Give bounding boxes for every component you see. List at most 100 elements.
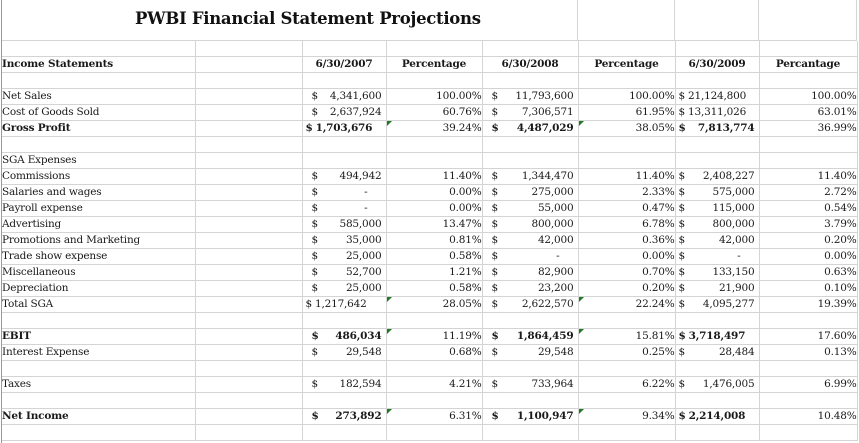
value-2007[interactable]: $35,000	[302, 232, 387, 249]
cell[interactable]	[386, 392, 483, 409]
value-2008[interactable]: $1,344,470	[482, 168, 579, 185]
pct-2009[interactable]: 11.40%	[759, 168, 858, 185]
pct-2008[interactable]: 11.40%	[578, 168, 676, 185]
cell[interactable]	[195, 376, 303, 393]
value-2009[interactable]: $2,214,008	[675, 408, 760, 425]
value-2007[interactable]: $585,000	[302, 216, 387, 233]
cell[interactable]	[302, 152, 387, 169]
pct-2007[interactable]: 0.58%	[386, 280, 483, 297]
cell[interactable]	[482, 136, 579, 153]
cell[interactable]	[302, 392, 387, 409]
value-2009[interactable]: $1,476,005	[675, 376, 760, 393]
row-label[interactable]: Advertising	[2, 216, 196, 233]
cell[interactable]	[195, 56, 303, 73]
pct-2008[interactable]: 2.33%	[578, 184, 676, 201]
pct-2007[interactable]: 0.58%	[386, 248, 483, 265]
pct-2008[interactable]: 15.81%	[578, 328, 676, 345]
cell[interactable]	[195, 200, 303, 217]
pct-2008[interactable]: 0.70%	[578, 264, 676, 281]
section-label[interactable]: SGA Expenses	[2, 152, 196, 169]
cell[interactable]	[195, 312, 303, 329]
cell[interactable]	[386, 72, 483, 89]
pct-2009[interactable]: 36.99%	[759, 120, 858, 137]
cell[interactable]	[675, 360, 760, 377]
cell[interactable]	[195, 232, 303, 249]
row-label[interactable]: Taxes	[2, 376, 196, 393]
cell[interactable]	[195, 168, 303, 185]
pct-2008[interactable]: 22.24%	[578, 296, 676, 313]
value-2009[interactable]: $575,000	[675, 184, 760, 201]
value-2009[interactable]: $21,124,800	[675, 88, 760, 105]
cell[interactable]	[195, 248, 303, 265]
value-2008[interactable]: $55,000	[482, 200, 579, 217]
cell[interactable]	[195, 41, 303, 57]
cell[interactable]	[759, 392, 858, 409]
value-2008[interactable]: $ -	[482, 248, 579, 265]
pct-2007[interactable]: 39.24%	[386, 120, 483, 137]
value-2007[interactable]: $494,942	[302, 168, 387, 185]
value-2007[interactable]: $273,892	[302, 408, 387, 425]
cell[interactable]	[195, 280, 303, 297]
cell[interactable]	[675, 424, 760, 441]
cell[interactable]	[578, 392, 676, 409]
cell[interactable]	[195, 120, 303, 137]
pct-2009[interactable]: 2.72%	[759, 184, 858, 201]
cell[interactable]	[759, 312, 858, 329]
cell[interactable]	[482, 312, 579, 329]
value-2009[interactable]: $42,000	[675, 232, 760, 249]
value-2007[interactable]: $2,637,924	[302, 104, 387, 121]
row-label[interactable]: Commissions	[2, 168, 196, 185]
cell[interactable]	[759, 72, 858, 89]
pct-2007[interactable]: 11.19%	[386, 328, 483, 345]
cell[interactable]	[759, 360, 858, 377]
cell[interactable]	[386, 424, 483, 441]
header-pct-2008[interactable]: Percentage	[578, 56, 676, 73]
cell[interactable]	[302, 72, 387, 89]
pct-2009[interactable]: 19.39%	[759, 296, 858, 313]
pct-2009[interactable]: 17.60%	[759, 328, 858, 345]
row-label[interactable]: Miscellaneous	[2, 264, 196, 281]
value-2009[interactable]: $28,484	[675, 344, 760, 361]
value-2009[interactable]: $115,000	[675, 200, 760, 217]
cell[interactable]	[482, 152, 579, 169]
pct-2008[interactable]: 9.34%	[578, 408, 676, 425]
cell[interactable]	[578, 41, 676, 57]
value-2007[interactable]: $486,034	[302, 328, 387, 345]
pct-2009[interactable]: 63.01%	[759, 104, 858, 121]
pct-2008[interactable]: 0.47%	[578, 200, 676, 217]
value-2008[interactable]: $800,000	[482, 216, 579, 233]
cell[interactable]	[195, 360, 303, 377]
cell[interactable]	[2, 136, 196, 153]
sheet-title[interactable]: PWBI Financial Statement Projections	[135, 9, 481, 28]
value-2007[interactable]: $182,594	[302, 376, 387, 393]
cell[interactable]	[759, 136, 858, 153]
value-2007[interactable]: $1,217,642	[302, 296, 387, 313]
value-2007[interactable]: $52,700	[302, 264, 387, 281]
cell[interactable]	[302, 41, 387, 57]
value-2009[interactable]: $ -	[675, 248, 760, 265]
cell[interactable]	[482, 41, 579, 57]
cell[interactable]	[195, 184, 303, 201]
row-label[interactable]: Payroll expense	[2, 200, 196, 217]
pct-2009[interactable]: 0.63%	[759, 264, 858, 281]
value-2009[interactable]: $2,408,227	[675, 168, 760, 185]
row-label[interactable]: Trade show expense	[2, 248, 196, 265]
header-2008[interactable]: 6/30/2008	[482, 56, 579, 73]
cell[interactable]	[482, 392, 579, 409]
header-2007[interactable]: 6/30/2007	[302, 56, 387, 73]
header-pct-2009[interactable]: Percantage	[759, 56, 858, 73]
cell[interactable]	[578, 360, 676, 377]
pct-2008[interactable]: 0.20%	[578, 280, 676, 297]
pct-2007[interactable]: 0.81%	[386, 232, 483, 249]
header-income-statements[interactable]: Income Statements	[2, 56, 196, 73]
pct-2007[interactable]: 60.76%	[386, 104, 483, 121]
cell[interactable]	[675, 312, 760, 329]
pct-2007[interactable]: 13.47%	[386, 216, 483, 233]
pct-2009[interactable]: 0.13%	[759, 344, 858, 361]
cell[interactable]	[759, 152, 858, 169]
row-label[interactable]: EBIT	[2, 328, 196, 345]
cell[interactable]	[195, 392, 303, 409]
value-2008[interactable]: $42,000	[482, 232, 579, 249]
pct-2009[interactable]: 0.00%	[759, 248, 858, 265]
pct-2007[interactable]: 4.21%	[386, 376, 483, 393]
